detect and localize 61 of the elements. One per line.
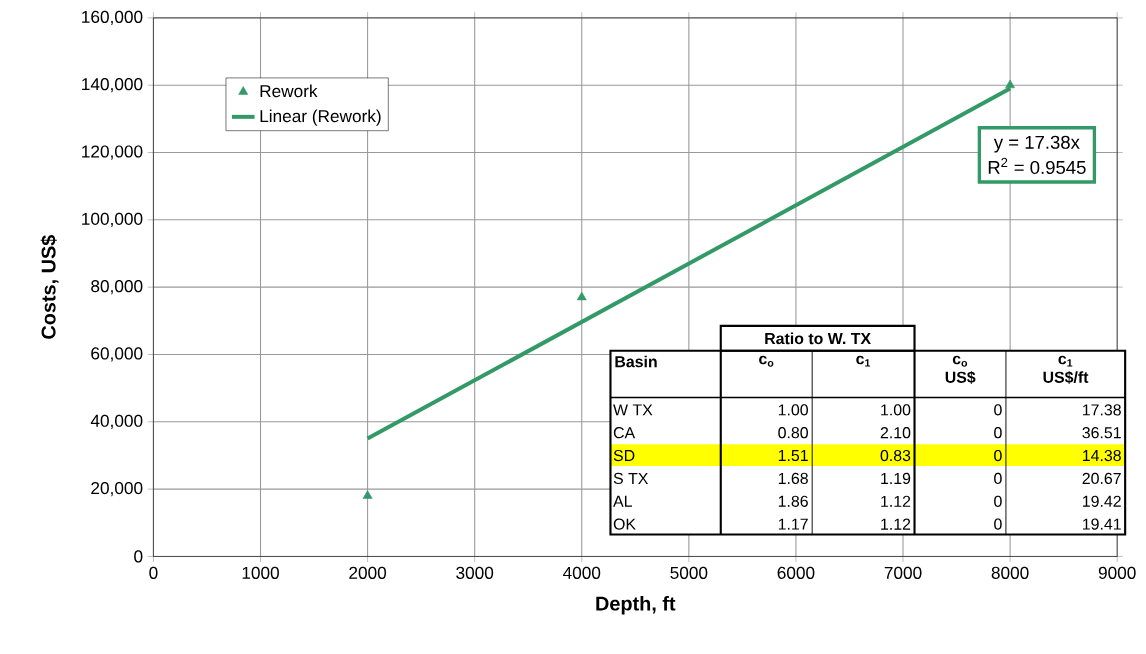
x-tick-label: 7000 — [884, 566, 922, 580]
text: 1.19 — [881, 472, 911, 485]
text: 20.67 — [1082, 472, 1121, 485]
x-tick-label: 6000 — [777, 566, 815, 580]
x-tick-label: 4000 — [563, 566, 601, 580]
x-axis-title: Depth, ft — [596, 596, 676, 615]
category-label: c$_{1}$ — [856, 355, 871, 367]
category-label: AL — [613, 495, 632, 507]
y-tick-label: 140,000 — [82, 78, 143, 93]
text: 0.83 — [880, 450, 911, 462]
category-label: SD — [613, 450, 635, 462]
text: 1.86 — [778, 495, 808, 507]
annotation: R$^{2}$ = 0.9545 — [988, 157, 1086, 175]
text: 0 — [994, 495, 1002, 507]
category-label: c$_{o}$ — [759, 355, 774, 367]
x-tick-label: 3000 — [456, 566, 494, 580]
y-tick-label: 120,000 — [82, 145, 143, 160]
text: 36.51 — [1082, 427, 1121, 439]
y-tick-label: 20,000 — [91, 482, 143, 497]
text: 2.10 — [880, 427, 911, 439]
category-label: CA — [613, 427, 636, 439]
text: 1.12 — [881, 518, 911, 530]
x-tick-label: 0 — [149, 566, 158, 580]
y-tick-label: 160,000 — [82, 10, 143, 26]
category-label: S TX — [613, 472, 649, 485]
y-tick-label: 0 — [134, 550, 143, 563]
category-label: W TX — [613, 404, 653, 416]
annotation: y = 17.38x — [993, 135, 1080, 153]
text: 1.00 — [881, 404, 911, 416]
text: 1.17 — [778, 518, 808, 530]
text: 0 — [994, 427, 1002, 439]
y-tick-label: 40,000 — [90, 414, 143, 429]
category-label: c$_{1}$ US$/ft — [1043, 355, 1089, 385]
text: 0.80 — [778, 427, 808, 439]
category-label: Basin — [615, 355, 657, 368]
category-label: OK — [613, 518, 636, 530]
text: Ratio to W. TX — [765, 332, 871, 345]
text: 0 — [994, 518, 1002, 530]
legend-label: Rework — [260, 84, 318, 98]
text: 1.51 — [778, 450, 808, 462]
text: 1.68 — [778, 472, 808, 485]
legend-label: Linear (Rework) — [260, 109, 381, 126]
x-tick-label: 2000 — [349, 566, 387, 580]
y-tick-label: 60,000 — [91, 347, 143, 362]
y-tick-label: 80,000 — [91, 280, 143, 295]
text: 19.41 — [1083, 518, 1121, 530]
category-label: c$_{o}$ US$ — [945, 355, 976, 385]
text: 1.00 — [778, 404, 808, 416]
text: 0 — [994, 404, 1002, 416]
text: 17.38 — [1083, 404, 1121, 416]
text: 14.38 — [1083, 450, 1121, 462]
text: 1.12 — [881, 495, 911, 507]
x-tick-label: 1000 — [242, 566, 279, 580]
text: 0 — [994, 472, 1002, 485]
text: 19.42 — [1083, 495, 1121, 507]
x-tick-label: 5000 — [670, 566, 708, 580]
x-tick-label: 9000 — [1098, 566, 1136, 580]
y-tick-label: 100,000 — [82, 212, 143, 228]
x-tick-label: 8000 — [991, 566, 1029, 580]
text: 0 — [994, 450, 1002, 462]
y-axis-title: Costs, US$ — [40, 235, 59, 339]
